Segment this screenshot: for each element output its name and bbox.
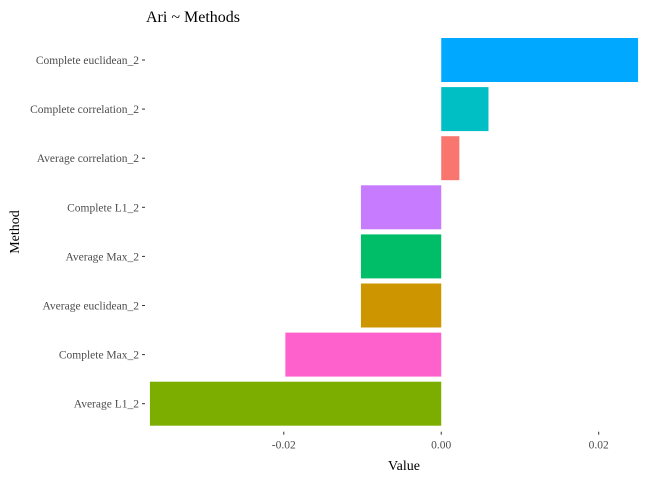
x-tick-label: 0.02 <box>589 440 609 452</box>
y-tick-label: Complete correlation_2 <box>30 104 139 116</box>
chart-title: Ari ~ Methods <box>146 9 240 26</box>
y-tick-label: Complete euclidean_2 <box>36 55 139 67</box>
bar-6 <box>285 332 442 377</box>
bar-7 <box>149 381 442 426</box>
y-tick-label: Complete L1_2 <box>67 202 139 214</box>
x-tick-label: 0.00 <box>431 440 451 452</box>
bar-5 <box>360 283 442 328</box>
x-axis-title: Value <box>388 459 420 474</box>
bar-1 <box>441 87 489 132</box>
x-tick-label: -0.02 <box>272 440 296 452</box>
x-axis: -0.02 0.00 0.02 <box>272 431 609 452</box>
y-tick-label: Complete Max_2 <box>59 350 139 362</box>
y-tick-label: Average Max_2 <box>65 251 139 263</box>
bar-0 <box>441 38 639 82</box>
bars-group <box>149 38 639 426</box>
y-axis-title: Method <box>8 210 23 254</box>
bar-2 <box>441 136 460 181</box>
y-tick-label: Average correlation_2 <box>37 153 140 165</box>
y-axis: Complete euclidean_2 Complete correlation… <box>30 55 145 411</box>
y-tick-label: Average euclidean_2 <box>42 301 139 313</box>
bar-4 <box>360 234 442 279</box>
y-tick-label: Average L1_2 <box>74 399 139 411</box>
bar-3 <box>360 185 442 230</box>
